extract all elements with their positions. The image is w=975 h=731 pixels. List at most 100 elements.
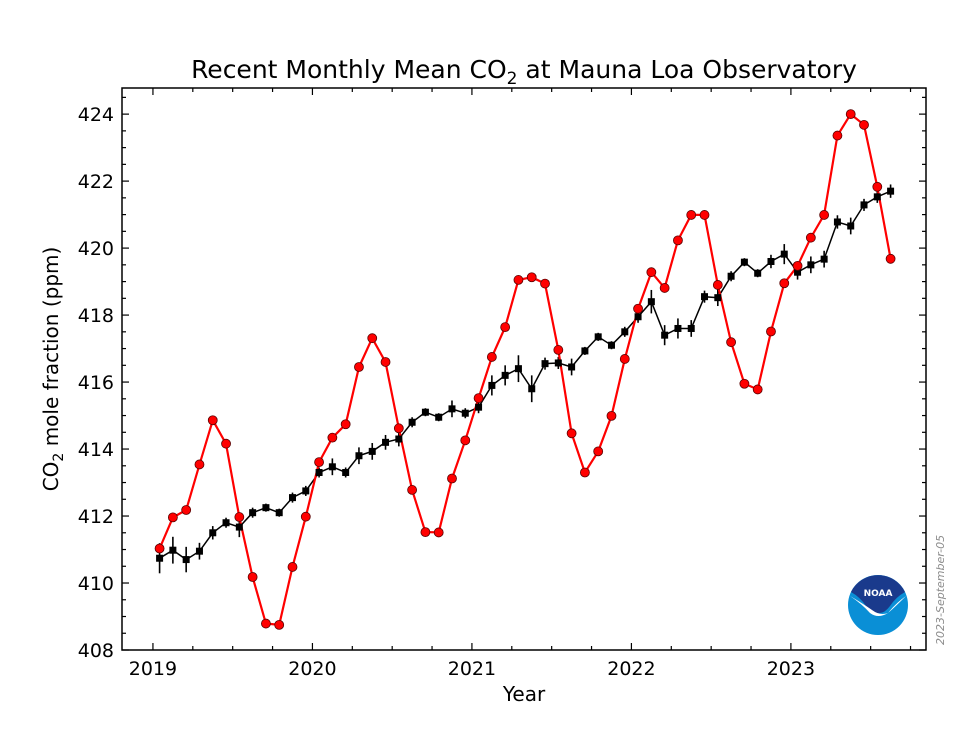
monthly-mean-point — [380, 357, 391, 367]
trend-point — [275, 509, 283, 517]
trend-point — [528, 385, 536, 393]
monthly-mean-point — [473, 393, 484, 404]
monthly-mean-point — [340, 419, 351, 430]
trend-point — [435, 413, 443, 421]
trend-point — [887, 187, 895, 195]
trend-point — [873, 193, 881, 201]
y-tick-label: 410 — [78, 573, 114, 595]
trend-point — [421, 408, 429, 416]
trend-point — [222, 519, 230, 527]
trend-point — [541, 360, 549, 368]
date-stamp: 2023-September-05 — [934, 535, 947, 645]
monthly-mean-point — [566, 428, 577, 439]
trend-point — [607, 341, 615, 349]
monthly-mean-point — [207, 415, 218, 426]
monthly-mean-point — [593, 446, 604, 457]
trend-point — [634, 313, 642, 321]
y-axis-label-sub: 2 — [51, 453, 67, 462]
monthly-mean-point — [300, 511, 311, 522]
monthly-mean-point — [845, 109, 856, 120]
monthly-mean-point — [619, 354, 630, 364]
monthly-mean-point — [779, 278, 790, 289]
monthly-mean-point — [194, 459, 205, 470]
y-tick-label: 412 — [78, 506, 114, 528]
monthly-mean-point — [606, 410, 617, 421]
trend-point — [355, 452, 363, 460]
trend-point — [714, 294, 722, 302]
trend-point — [328, 463, 336, 471]
ticks-layer: 2019 2020 2021 2022 2023 408 410 412 414 416 418 42… — [78, 88, 926, 680]
monthly-mean-point — [553, 345, 564, 355]
trend-point — [767, 257, 775, 265]
trend-point — [475, 403, 483, 411]
chart-title-pre: Recent Monthly Mean CO — [191, 55, 507, 84]
y-tick-label: 424 — [78, 104, 114, 126]
trend-point — [169, 546, 177, 554]
chart-title-sub: 2 — [507, 69, 518, 89]
monthly-mean-point — [167, 512, 178, 523]
monthly-mean-point — [859, 119, 869, 130]
monthly-mean-point — [540, 278, 550, 289]
y-tick-label: 422 — [78, 171, 114, 193]
trend-point — [833, 218, 841, 226]
monthly-mean-point — [712, 280, 723, 290]
monthly-mean-point — [407, 485, 418, 495]
monthly-mean-point — [393, 423, 404, 434]
trend-point — [647, 298, 655, 306]
trend-point — [235, 523, 243, 531]
monthly-mean-point — [513, 275, 524, 285]
monthly-mean-point — [752, 384, 763, 395]
x-tick-label: 2020 — [288, 658, 336, 680]
trend-point — [847, 222, 855, 230]
y-axis-label: CO2 mole fraction (ppm) — [39, 247, 67, 492]
monthly-mean-point — [699, 210, 710, 220]
trend-point — [820, 255, 828, 263]
trend-point — [740, 258, 748, 266]
trend-point — [661, 331, 669, 339]
monthly-mean-point — [686, 210, 697, 220]
trend-point — [488, 381, 496, 389]
trend-point — [302, 487, 310, 495]
trend-point — [156, 554, 164, 562]
trend-point — [448, 405, 456, 413]
trend-point — [687, 324, 695, 332]
monthly-mean-point — [327, 432, 338, 443]
monthly-mean-point — [832, 130, 843, 141]
trend-point — [368, 447, 376, 455]
monthly-mean-line — [158, 112, 892, 627]
monthly-mean-point — [579, 467, 590, 478]
monthly-mean-point — [766, 326, 776, 337]
axes-frame — [121, 87, 927, 651]
monthly-mean-point — [181, 505, 192, 515]
series-layer — [154, 109, 896, 630]
monthly-mean-point — [526, 272, 537, 283]
trend-point — [621, 328, 629, 336]
y-tick-label: 408 — [78, 640, 114, 662]
trend-point — [794, 268, 802, 276]
x-tick-label: 2021 — [448, 658, 496, 680]
noaa-logo-top — [851, 575, 905, 614]
monthly-mean-point — [287, 562, 298, 572]
trend-point — [674, 324, 682, 332]
y-tick-label: 416 — [78, 372, 114, 394]
trend-point — [461, 409, 469, 417]
y-axis-label-post: mole fraction (ppm) — [39, 247, 63, 453]
trend-point — [568, 363, 576, 371]
trend-point — [408, 418, 416, 426]
noaa-logo-gull-right — [888, 596, 906, 613]
monthly-mean-point — [354, 362, 364, 372]
y-tick-label: 414 — [78, 439, 114, 461]
trend-point — [727, 272, 735, 280]
noaa-logo: NOAA — [848, 575, 908, 635]
trend-point — [342, 468, 350, 476]
y-axis-label-pre: CO — [39, 462, 63, 492]
monthly-mean-point — [486, 352, 497, 362]
monthly-mean-point — [154, 543, 165, 554]
monthly-mean-point — [646, 267, 657, 278]
trend-point — [594, 333, 602, 341]
chart-title: Recent Monthly Mean CO2 at Mauna Loa Obs… — [191, 55, 857, 89]
monthly-mean-point — [739, 378, 750, 389]
monthly-mean-point — [447, 473, 457, 484]
monthly-mean-point — [673, 235, 683, 246]
